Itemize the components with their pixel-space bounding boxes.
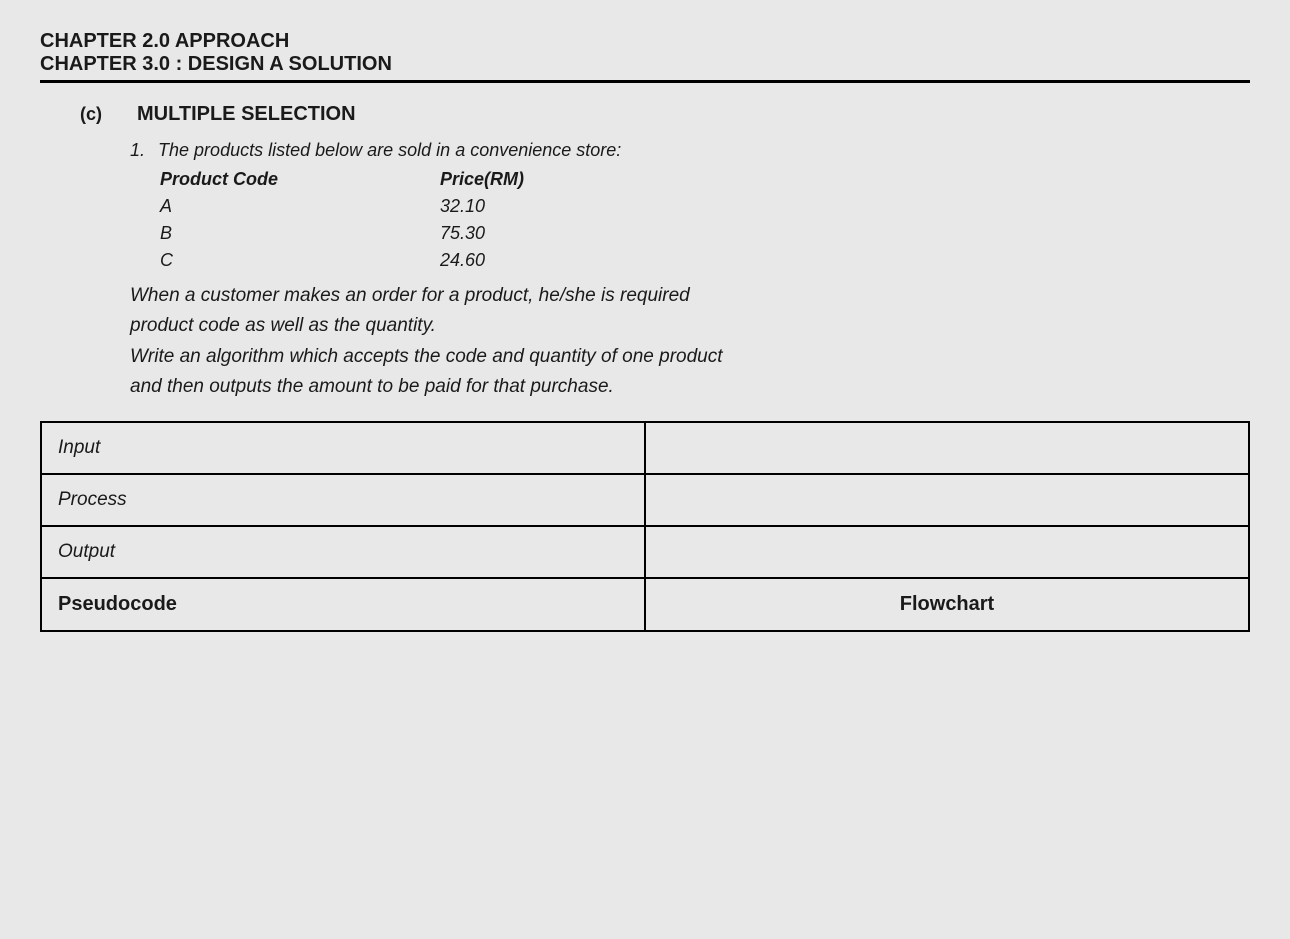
section-heading: (c) MULTIPLE SELECTION bbox=[80, 103, 1250, 126]
product-table: Product Code Price(RM) A 32.10 B 75.30 C… bbox=[160, 169, 1250, 271]
question-body-line: Write an algorithm which accepts the cod… bbox=[130, 342, 1250, 372]
product-code: C bbox=[160, 250, 440, 271]
chapter-line-1: CHAPTER 2.0 APPROACH bbox=[40, 30, 1250, 53]
product-price: 75.30 bbox=[440, 223, 640, 244]
question-body-line: and then outputs the amount to be paid f… bbox=[130, 372, 1250, 402]
product-code: B bbox=[160, 223, 440, 244]
product-price: 24.60 bbox=[440, 250, 640, 271]
footer-flowchart: Flowchart bbox=[645, 578, 1249, 631]
chapter-line-2: CHAPTER 3.0 : DESIGN A SOLUTION bbox=[40, 53, 1250, 76]
section-title: MULTIPLE SELECTION bbox=[137, 103, 356, 126]
question-number: 1. bbox=[130, 140, 145, 161]
product-table-row: C 24.60 bbox=[160, 250, 1250, 271]
question-body-line: When a customer makes an order for a pro… bbox=[130, 281, 1250, 311]
product-table-row: A 32.10 bbox=[160, 196, 1250, 217]
row-label-output: Output bbox=[41, 526, 645, 578]
product-table-header: Product Code Price(RM) bbox=[160, 169, 1250, 190]
row-value-input bbox=[645, 422, 1249, 474]
question-intro-line: 1. The products listed below are sold in… bbox=[130, 140, 1250, 161]
product-header-code: Product Code bbox=[160, 169, 440, 190]
answer-table: Input Process Output Pseudocode Flowchar… bbox=[40, 421, 1250, 632]
table-row: Output bbox=[41, 526, 1249, 578]
section-label: (c) bbox=[80, 104, 102, 125]
row-label-process: Process bbox=[41, 474, 645, 526]
row-value-process bbox=[645, 474, 1249, 526]
product-table-row: B 75.30 bbox=[160, 223, 1250, 244]
table-row: Input bbox=[41, 422, 1249, 474]
question-block: 1. The products listed below are sold in… bbox=[130, 140, 1250, 403]
table-footer-row: Pseudocode Flowchart bbox=[41, 578, 1249, 631]
product-price: 32.10 bbox=[440, 196, 640, 217]
question-intro: The products listed below are sold in a … bbox=[158, 140, 621, 160]
row-label-input: Input bbox=[41, 422, 645, 474]
question-body: When a customer makes an order for a pro… bbox=[130, 281, 1250, 403]
footer-pseudocode: Pseudocode bbox=[41, 578, 645, 631]
row-value-output bbox=[645, 526, 1249, 578]
question-body-line: product code as well as the quantity. bbox=[130, 311, 1250, 341]
table-row: Process bbox=[41, 474, 1249, 526]
product-code: A bbox=[160, 196, 440, 217]
chapter-header: CHAPTER 2.0 APPROACH CHAPTER 3.0 : DESIG… bbox=[40, 30, 1250, 83]
product-header-price: Price(RM) bbox=[440, 169, 640, 190]
